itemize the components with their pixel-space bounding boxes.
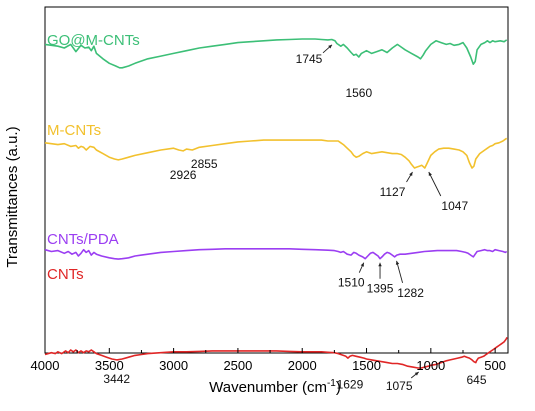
annotation-label: 1560	[345, 86, 372, 100]
x-tick-label: 500	[484, 358, 506, 373]
annotation-arrowhead	[360, 262, 364, 267]
annotation-label: 1282	[397, 286, 424, 300]
annotation-label: 1510	[338, 276, 365, 290]
annotation-label: 3442	[103, 372, 130, 386]
annotation-label: 645	[466, 373, 486, 387]
series-line-go-m-cnts	[44, 38, 508, 69]
x-tick-label: 1000	[416, 358, 445, 373]
series-line-m-cnts	[44, 137, 508, 169]
annotation-label: 2855	[191, 157, 218, 171]
annotation-arrowhead	[328, 44, 333, 49]
annotation-label: 1745	[296, 52, 323, 66]
x-tick-label: 2500	[223, 358, 252, 373]
series-label: CNTs	[47, 266, 84, 283]
annotation-label: 1127	[380, 185, 406, 199]
series-label: CNTs/PDA	[47, 231, 119, 248]
x-tick-label: 1500	[352, 358, 381, 373]
annotation-label: 1075	[386, 379, 413, 393]
plot-frame	[44, 6, 509, 354]
series-line-cnts-pda	[44, 248, 508, 260]
x-tick-label: 3500	[95, 358, 124, 373]
annotation-label: 1047	[441, 199, 468, 213]
annotation-arrowhead	[409, 172, 413, 176]
x-tick-label: 3000	[159, 358, 188, 373]
annotation-label: 1395	[367, 282, 394, 296]
x-axis-label: Wavenumber (cm-1)	[209, 378, 341, 396]
annotation-arrow	[428, 171, 442, 197]
annotation-arrow	[396, 260, 403, 284]
x-axis-label-close: )	[336, 379, 341, 396]
x-axis-label-sup: -1	[327, 378, 336, 389]
x-axis-label-main: Wavenumber (cm	[209, 379, 327, 396]
series-label: M-CNTs	[47, 122, 101, 139]
x-tick-label: 4000	[31, 358, 60, 373]
annotation-arrowhead	[395, 260, 400, 265]
annotation-label: 1629	[337, 377, 364, 391]
annotation-arrowhead	[428, 172, 432, 176]
annotation-arrowhead	[378, 262, 382, 267]
x-tick-label: 2000	[288, 358, 317, 373]
annotation-arrowhead	[414, 372, 419, 376]
series-label: GO@M-CNTs	[47, 32, 140, 49]
y-axis-label: Transmittances (a.u.)	[4, 126, 21, 267]
annotation-label: 2926	[170, 168, 197, 182]
series-line-cnts	[44, 337, 508, 369]
